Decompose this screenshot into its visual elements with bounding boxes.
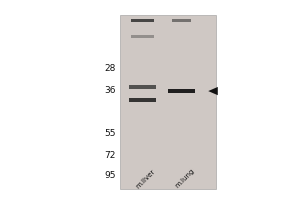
Bar — [131, 19, 154, 22]
Bar — [172, 19, 191, 22]
Text: 28: 28 — [104, 64, 116, 73]
Text: 95: 95 — [104, 171, 116, 180]
Bar — [120, 15, 216, 189]
Bar — [168, 89, 195, 93]
Bar — [129, 85, 156, 89]
Bar — [129, 98, 156, 102]
Text: m.liver: m.liver — [135, 168, 157, 189]
Bar — [131, 35, 154, 38]
Text: 72: 72 — [104, 151, 116, 160]
Text: 36: 36 — [104, 86, 116, 95]
Polygon shape — [208, 87, 218, 95]
Text: 55: 55 — [104, 129, 116, 138]
Text: m.lung: m.lung — [174, 168, 196, 189]
